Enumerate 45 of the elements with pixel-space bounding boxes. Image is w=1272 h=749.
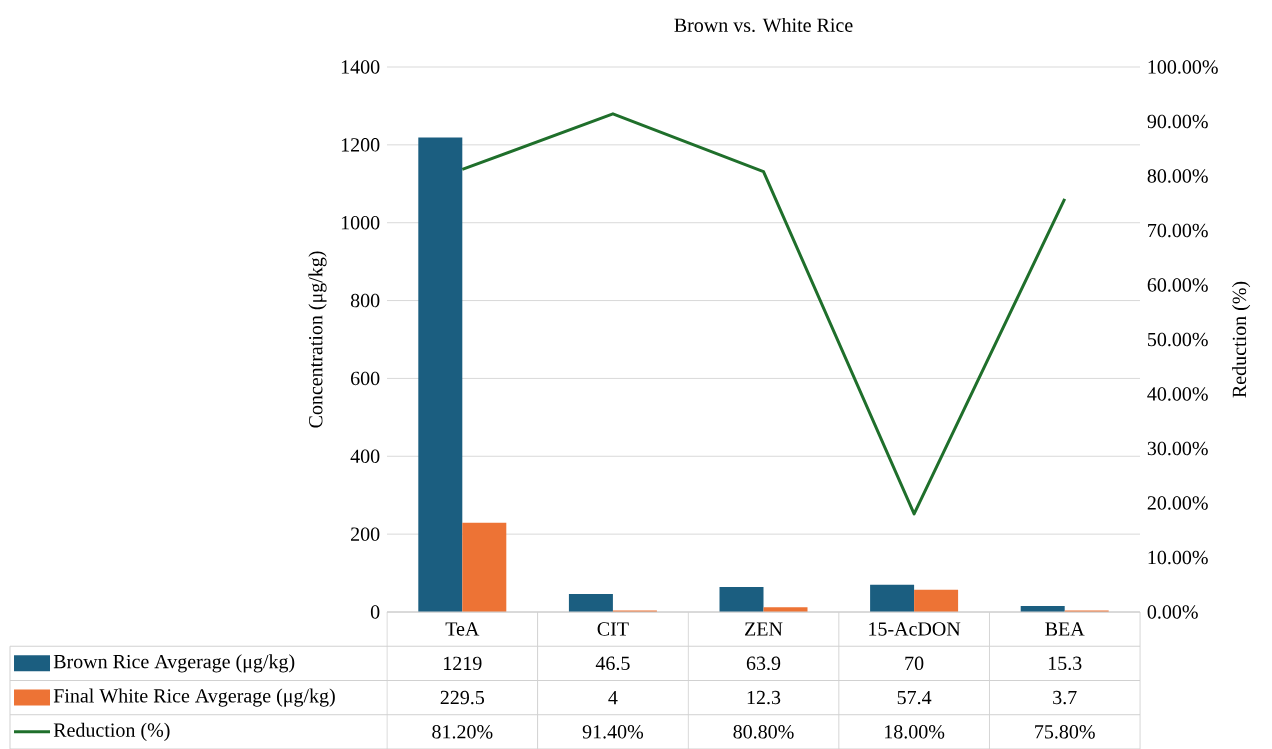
- data-label: 18.00%: [885, 724, 945, 739]
- data-label: 75.80%: [1035, 724, 1095, 739]
- data-label: 3.7: [1053, 690, 1077, 705]
- x-tick-label: BEA: [1045, 622, 1085, 636]
- y-tick-label: 400: [350, 449, 380, 463]
- legend-label: Reduction (%): [53, 722, 170, 741]
- chart-title: Brown vs. White Rice: [674, 17, 853, 32]
- y-axis-title: Concentration (μg/kg): [308, 251, 327, 428]
- y-tick-label: 1200: [341, 137, 380, 152]
- y2-tick-label: 90.00%: [1147, 114, 1208, 129]
- data-label: 15.3: [1048, 656, 1082, 670]
- data-label: 81.20%: [432, 724, 493, 739]
- y2-tick-label: 20.00%: [1147, 495, 1208, 510]
- data-label: 91.40%: [582, 724, 644, 739]
- y-tick-label: 1400: [341, 60, 380, 74]
- data-label: 4: [608, 690, 618, 704]
- y2-tick-label: 60.00%: [1147, 277, 1208, 292]
- data-label: 63.9: [746, 656, 781, 670]
- y2-tick-label: 40.00%: [1147, 386, 1208, 401]
- y-tick-label: 800: [350, 293, 380, 308]
- x-tick-label: ZEN: [745, 622, 783, 636]
- y2-tick-label: 80.00%: [1147, 168, 1208, 183]
- data-label: 46.5: [595, 656, 630, 670]
- legend-label: Final White Rice Avgerage (μg/kg): [53, 688, 335, 707]
- y2-tick-label: 70.00%: [1148, 223, 1208, 238]
- data-label: 70: [905, 656, 924, 670]
- data-label: 229.5: [440, 690, 485, 705]
- data-label: 80.80%: [733, 724, 794, 739]
- y2-tick-label: 0.00%: [1147, 604, 1198, 619]
- data-label: 57.4: [897, 690, 932, 705]
- y-tick-label: 600: [351, 371, 380, 385]
- x-tick-label: TeA: [445, 622, 480, 636]
- data-label: 12.3: [747, 690, 781, 705]
- y-tick-label: 0: [370, 605, 380, 619]
- y2-axis-title: Reduction (%): [1232, 281, 1251, 398]
- x-tick-label: 15-AcDON: [869, 622, 961, 636]
- y2-tick-label: 30.00%: [1147, 441, 1208, 456]
- legend-label: Brown Rice Avgerage (μg/kg): [53, 654, 295, 673]
- data-label: 1219: [444, 656, 482, 670]
- y-tick-label: 200: [351, 527, 380, 541]
- y-tick-label: 1000: [341, 215, 380, 230]
- x-tick-label: CIT: [597, 622, 629, 636]
- y2-tick-label: 50.00%: [1148, 332, 1208, 347]
- y2-tick-label: 100.00%: [1148, 59, 1218, 74]
- y2-tick-label: 10.00%: [1148, 550, 1208, 565]
